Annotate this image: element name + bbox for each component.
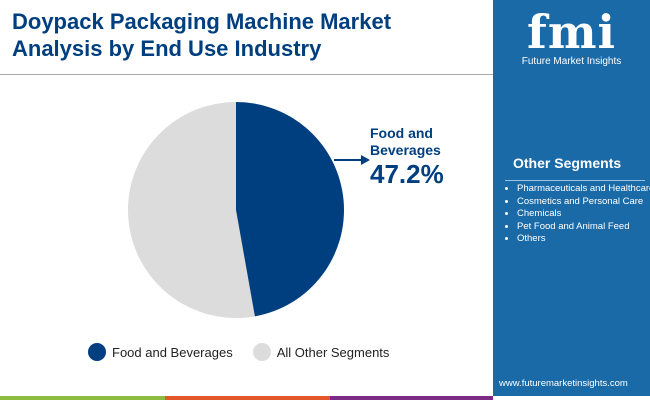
callout-name: Food and Beverages <box>370 125 441 158</box>
legend-swatch-food <box>88 343 106 361</box>
pie-chart <box>127 102 370 318</box>
list-item: Cosmetics and Personal Care <box>517 196 650 209</box>
list-item: Chemicals <box>517 208 650 221</box>
callout-arrow-icon <box>361 155 370 165</box>
pie-slice-0 <box>236 102 344 317</box>
bar-green <box>0 396 165 400</box>
legend-swatch-other <box>252 343 271 361</box>
legend: Food and Beverages All Other Segments <box>88 343 389 361</box>
list-item: Pet Food and Animal Feed <box>517 221 650 234</box>
bar-purple <box>330 396 493 400</box>
callout-label: Food and Beverages 47.2% <box>370 125 460 189</box>
page-title: Doypack Packaging Machine Market Analysi… <box>12 9 392 61</box>
bottom-color-bar <box>0 396 650 400</box>
divider <box>505 180 645 181</box>
other-segments-list: Pharmaceuticals and Healthcare Cosmetics… <box>501 183 650 246</box>
sidebar: fmi Future Market Insights Other Segment… <box>493 0 650 396</box>
website-link[interactable]: www.futuremarketinsights.com <box>499 378 628 389</box>
logo-name: Future Market Insights <box>521 56 622 67</box>
fmi-logo: fmi Future Market Insights <box>493 8 650 67</box>
list-item: Pharmaceuticals and Healthcare <box>517 183 650 196</box>
legend-label-food: Food and Beverages <box>112 344 233 360</box>
callout-value: 47.2% <box>370 159 444 189</box>
logo-mark: fmi <box>527 5 616 59</box>
bar-orange <box>165 396 330 400</box>
pie-slice-1 <box>127 102 255 318</box>
divider <box>0 74 493 75</box>
legend-label-other: All Other Segments <box>276 344 390 360</box>
other-segments-title: Other Segments <box>513 155 622 171</box>
list-item: Others <box>517 233 650 246</box>
